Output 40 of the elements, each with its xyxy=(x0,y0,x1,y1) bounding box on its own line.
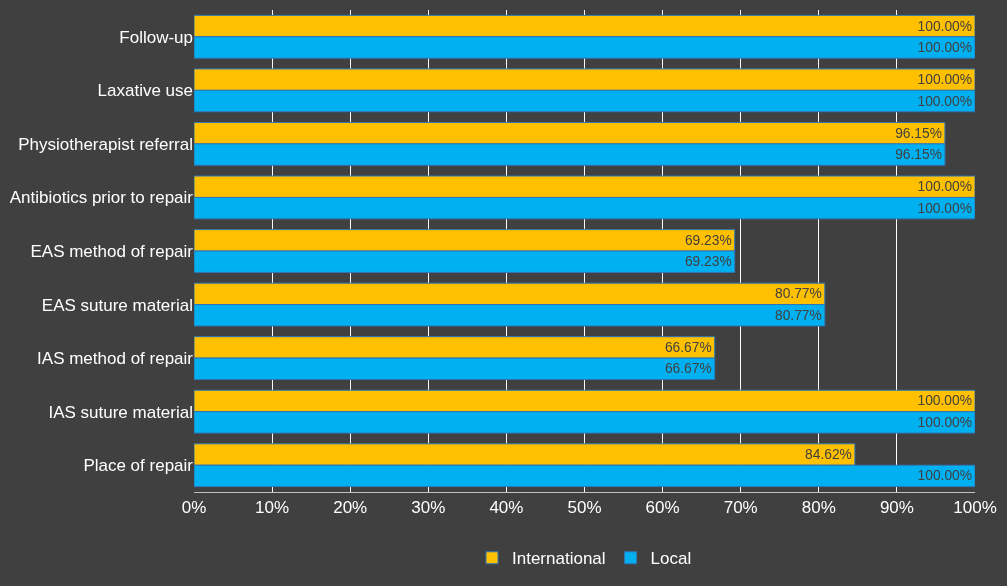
data-label: 100.00% xyxy=(917,393,972,409)
data-label: 100.00% xyxy=(917,468,972,484)
x-tick-label: 100% xyxy=(953,498,997,518)
x-tick-label: 70% xyxy=(723,498,758,518)
y-tick-label: IAS suture material xyxy=(48,402,193,422)
data-label: 69.23% xyxy=(684,232,732,248)
legend-label: Local xyxy=(650,549,692,569)
data-label: 66.67% xyxy=(664,339,712,355)
y-tick-label: Place of repair xyxy=(83,456,194,476)
x-tick-label: 10% xyxy=(255,498,290,518)
data-label: 100.00% xyxy=(917,39,972,55)
data-label: 96.15% xyxy=(895,125,942,141)
y-tick-label: Laxative use xyxy=(97,81,193,101)
data-label: 84.62% xyxy=(805,446,852,462)
data-label: 100.00% xyxy=(917,414,972,430)
data-label: 100.00% xyxy=(917,200,972,216)
y-tick-label: IAS method of repair xyxy=(37,349,194,369)
data-label: 80.77% xyxy=(775,307,822,323)
x-tick-label: 30% xyxy=(411,498,446,518)
x-tick-label: 80% xyxy=(801,498,836,518)
data-label: 69.23% xyxy=(684,254,732,270)
x-tick-label: 60% xyxy=(645,498,680,518)
y-tick-label: EAS suture material xyxy=(41,295,193,315)
y-tick-label: Follow-up xyxy=(119,27,193,47)
data-label: 100.00% xyxy=(917,179,972,195)
x-tick-label: 90% xyxy=(879,498,914,518)
data-label: 100.00% xyxy=(917,93,972,109)
legend-label: International xyxy=(512,549,606,569)
x-tick-label: 0% xyxy=(181,498,207,518)
y-tick-label: Antibiotics prior to repair xyxy=(9,188,194,208)
data-label: 100.00% xyxy=(917,72,972,88)
x-tick-label: 50% xyxy=(567,498,602,518)
x-tick-label: 40% xyxy=(489,498,524,518)
data-label: 100.00% xyxy=(917,18,972,34)
y-tick-label: Physiotherapist referral xyxy=(18,134,193,154)
data-label: 96.15% xyxy=(895,147,942,163)
data-label: 80.77% xyxy=(774,286,822,302)
x-tick-label: 20% xyxy=(333,498,368,518)
data-label: 66.67% xyxy=(664,361,712,377)
y-tick-label: EAS method of repair xyxy=(30,241,194,261)
